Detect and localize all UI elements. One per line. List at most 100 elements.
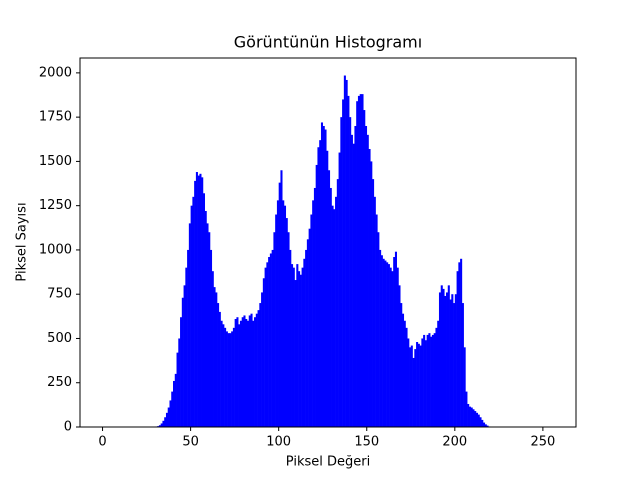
bar <box>187 249 190 427</box>
bar <box>276 200 279 427</box>
bar <box>236 317 239 427</box>
bar <box>373 196 376 427</box>
bar <box>215 292 218 427</box>
bar <box>211 271 214 427</box>
bar <box>349 117 352 427</box>
bar <box>208 232 211 427</box>
bar <box>463 347 466 427</box>
bar <box>291 264 294 427</box>
bar <box>375 214 378 427</box>
bar <box>273 232 276 427</box>
bar <box>185 267 188 427</box>
bar <box>458 262 461 427</box>
x-tick-label: 150 <box>354 435 379 450</box>
bar <box>453 303 456 427</box>
bar <box>239 320 242 427</box>
bar <box>384 260 387 427</box>
bar <box>423 334 426 427</box>
bar <box>438 292 442 427</box>
bar <box>246 320 250 427</box>
bar <box>454 294 457 427</box>
bar <box>294 280 297 427</box>
bar <box>183 285 186 427</box>
bar <box>483 422 486 427</box>
bar <box>268 257 271 427</box>
bar <box>419 345 422 427</box>
bar <box>361 94 364 428</box>
bar <box>301 267 304 427</box>
bar <box>213 287 216 427</box>
bar <box>391 271 394 427</box>
bar <box>232 327 235 427</box>
bar <box>468 406 471 427</box>
bar <box>368 149 371 427</box>
bar <box>481 419 484 427</box>
bar <box>340 117 343 427</box>
bar <box>467 403 470 427</box>
bar <box>322 125 325 428</box>
bar <box>347 95 350 428</box>
bar <box>199 173 202 427</box>
bar <box>165 412 169 427</box>
bar <box>174 373 177 427</box>
bar <box>162 420 165 427</box>
y-tick-label: 0 <box>64 420 72 435</box>
bar <box>363 110 366 427</box>
bar <box>312 200 315 427</box>
bar <box>359 94 362 428</box>
bar <box>234 318 237 427</box>
bar <box>354 125 357 428</box>
bar <box>310 214 313 427</box>
bar <box>414 349 417 427</box>
bar <box>331 205 334 427</box>
bar <box>238 324 241 427</box>
bar <box>201 177 204 427</box>
bar <box>472 409 475 427</box>
bar <box>296 264 299 427</box>
bar <box>192 196 195 427</box>
bar <box>254 317 257 427</box>
bar <box>220 320 223 427</box>
bar <box>431 334 434 427</box>
x-tick-label: 200 <box>442 435 467 450</box>
bar <box>278 182 281 427</box>
y-tick-label: 1750 <box>39 110 72 125</box>
bar <box>382 258 385 427</box>
bar <box>324 129 327 428</box>
bar <box>308 228 311 427</box>
bar <box>451 294 454 427</box>
bar <box>377 232 380 427</box>
y-axis-label: Piksel Sayısı <box>15 202 30 281</box>
bar <box>447 285 450 427</box>
bar <box>328 170 331 427</box>
bar <box>393 257 396 427</box>
bar <box>410 345 413 427</box>
y-tick-label: 500 <box>47 331 72 346</box>
bar <box>403 320 406 427</box>
bar <box>285 218 288 427</box>
bar <box>357 95 361 428</box>
bar <box>345 79 348 427</box>
bar <box>333 209 336 427</box>
bar <box>218 311 221 427</box>
bar <box>484 424 487 427</box>
bar <box>389 267 392 427</box>
bar <box>370 161 373 428</box>
bar <box>342 99 345 427</box>
bar <box>338 152 341 427</box>
bar <box>299 274 302 427</box>
bar <box>386 262 389 427</box>
bar <box>387 264 390 427</box>
bar <box>259 303 262 427</box>
bar <box>317 147 320 427</box>
bar <box>379 249 382 427</box>
bar <box>252 320 255 427</box>
bar <box>305 249 308 427</box>
bar <box>313 187 316 427</box>
bar <box>169 400 172 427</box>
bar <box>416 342 419 427</box>
bar <box>444 295 447 427</box>
bar <box>428 333 431 427</box>
bar <box>486 425 489 427</box>
bar <box>160 423 163 427</box>
